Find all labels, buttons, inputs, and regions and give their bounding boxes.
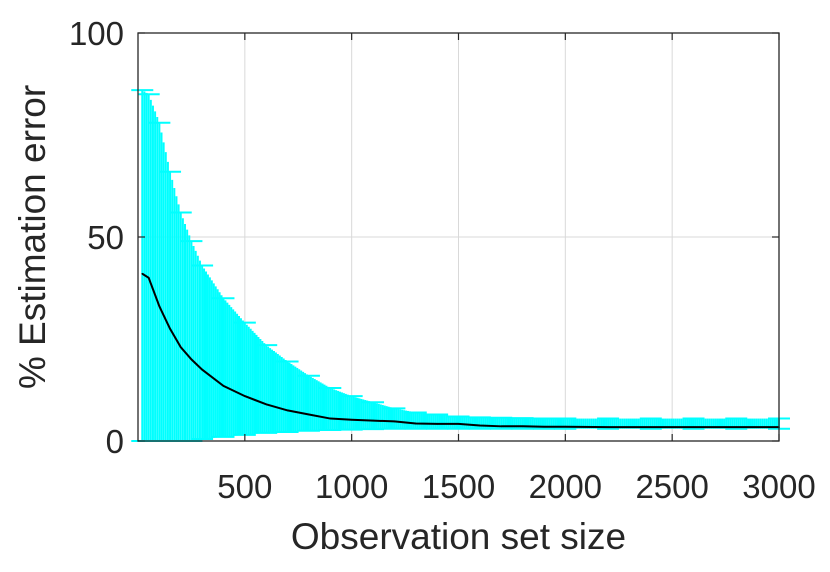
mean-line-layer [141,272,780,429]
data-point [244,395,246,397]
data-point [414,422,417,425]
x-tick-label: 2000 [529,468,602,505]
data-point [564,425,567,428]
data-point [393,420,396,423]
data-point [543,425,545,428]
data-point [308,413,310,416]
data-point [147,277,150,279]
axes-layer: 500 1000 1500 2000 2500 3000 0 50 100 [69,15,816,505]
data-point [329,417,332,420]
data-point [190,358,193,361]
x-tick-label: 1000 [315,468,388,505]
data-point [607,426,609,428]
label-layer: Observation set size % Estimation error [12,85,626,557]
data-point [286,409,289,412]
x-tick-label: 2500 [635,468,708,505]
x-tick-label: 3000 [742,468,815,505]
data-point [265,403,268,406]
axes-box [137,32,780,442]
y-axis-label: % Estimation error [12,85,53,389]
data-point [372,419,374,422]
data-point [500,425,503,428]
data-point [179,346,182,348]
data-point [350,418,353,421]
data-point [141,272,144,275]
y-tick-label: 100 [69,15,124,52]
data-point [479,424,481,427]
data-point [201,368,203,371]
data-point [436,423,438,425]
data-point [521,425,524,428]
data-point [692,426,695,428]
data-point [169,328,171,330]
data-point [158,305,161,308]
data-point [222,385,225,387]
data-point [457,423,460,425]
y-tick-label: 50 [87,219,124,256]
x-tick-label: 500 [217,468,272,505]
x-axis-label: Observation set size [291,516,626,557]
data-point [650,426,652,428]
y-tick-label: 0 [106,423,124,460]
x-tick-label: 1500 [422,468,495,505]
data-point [735,426,738,428]
